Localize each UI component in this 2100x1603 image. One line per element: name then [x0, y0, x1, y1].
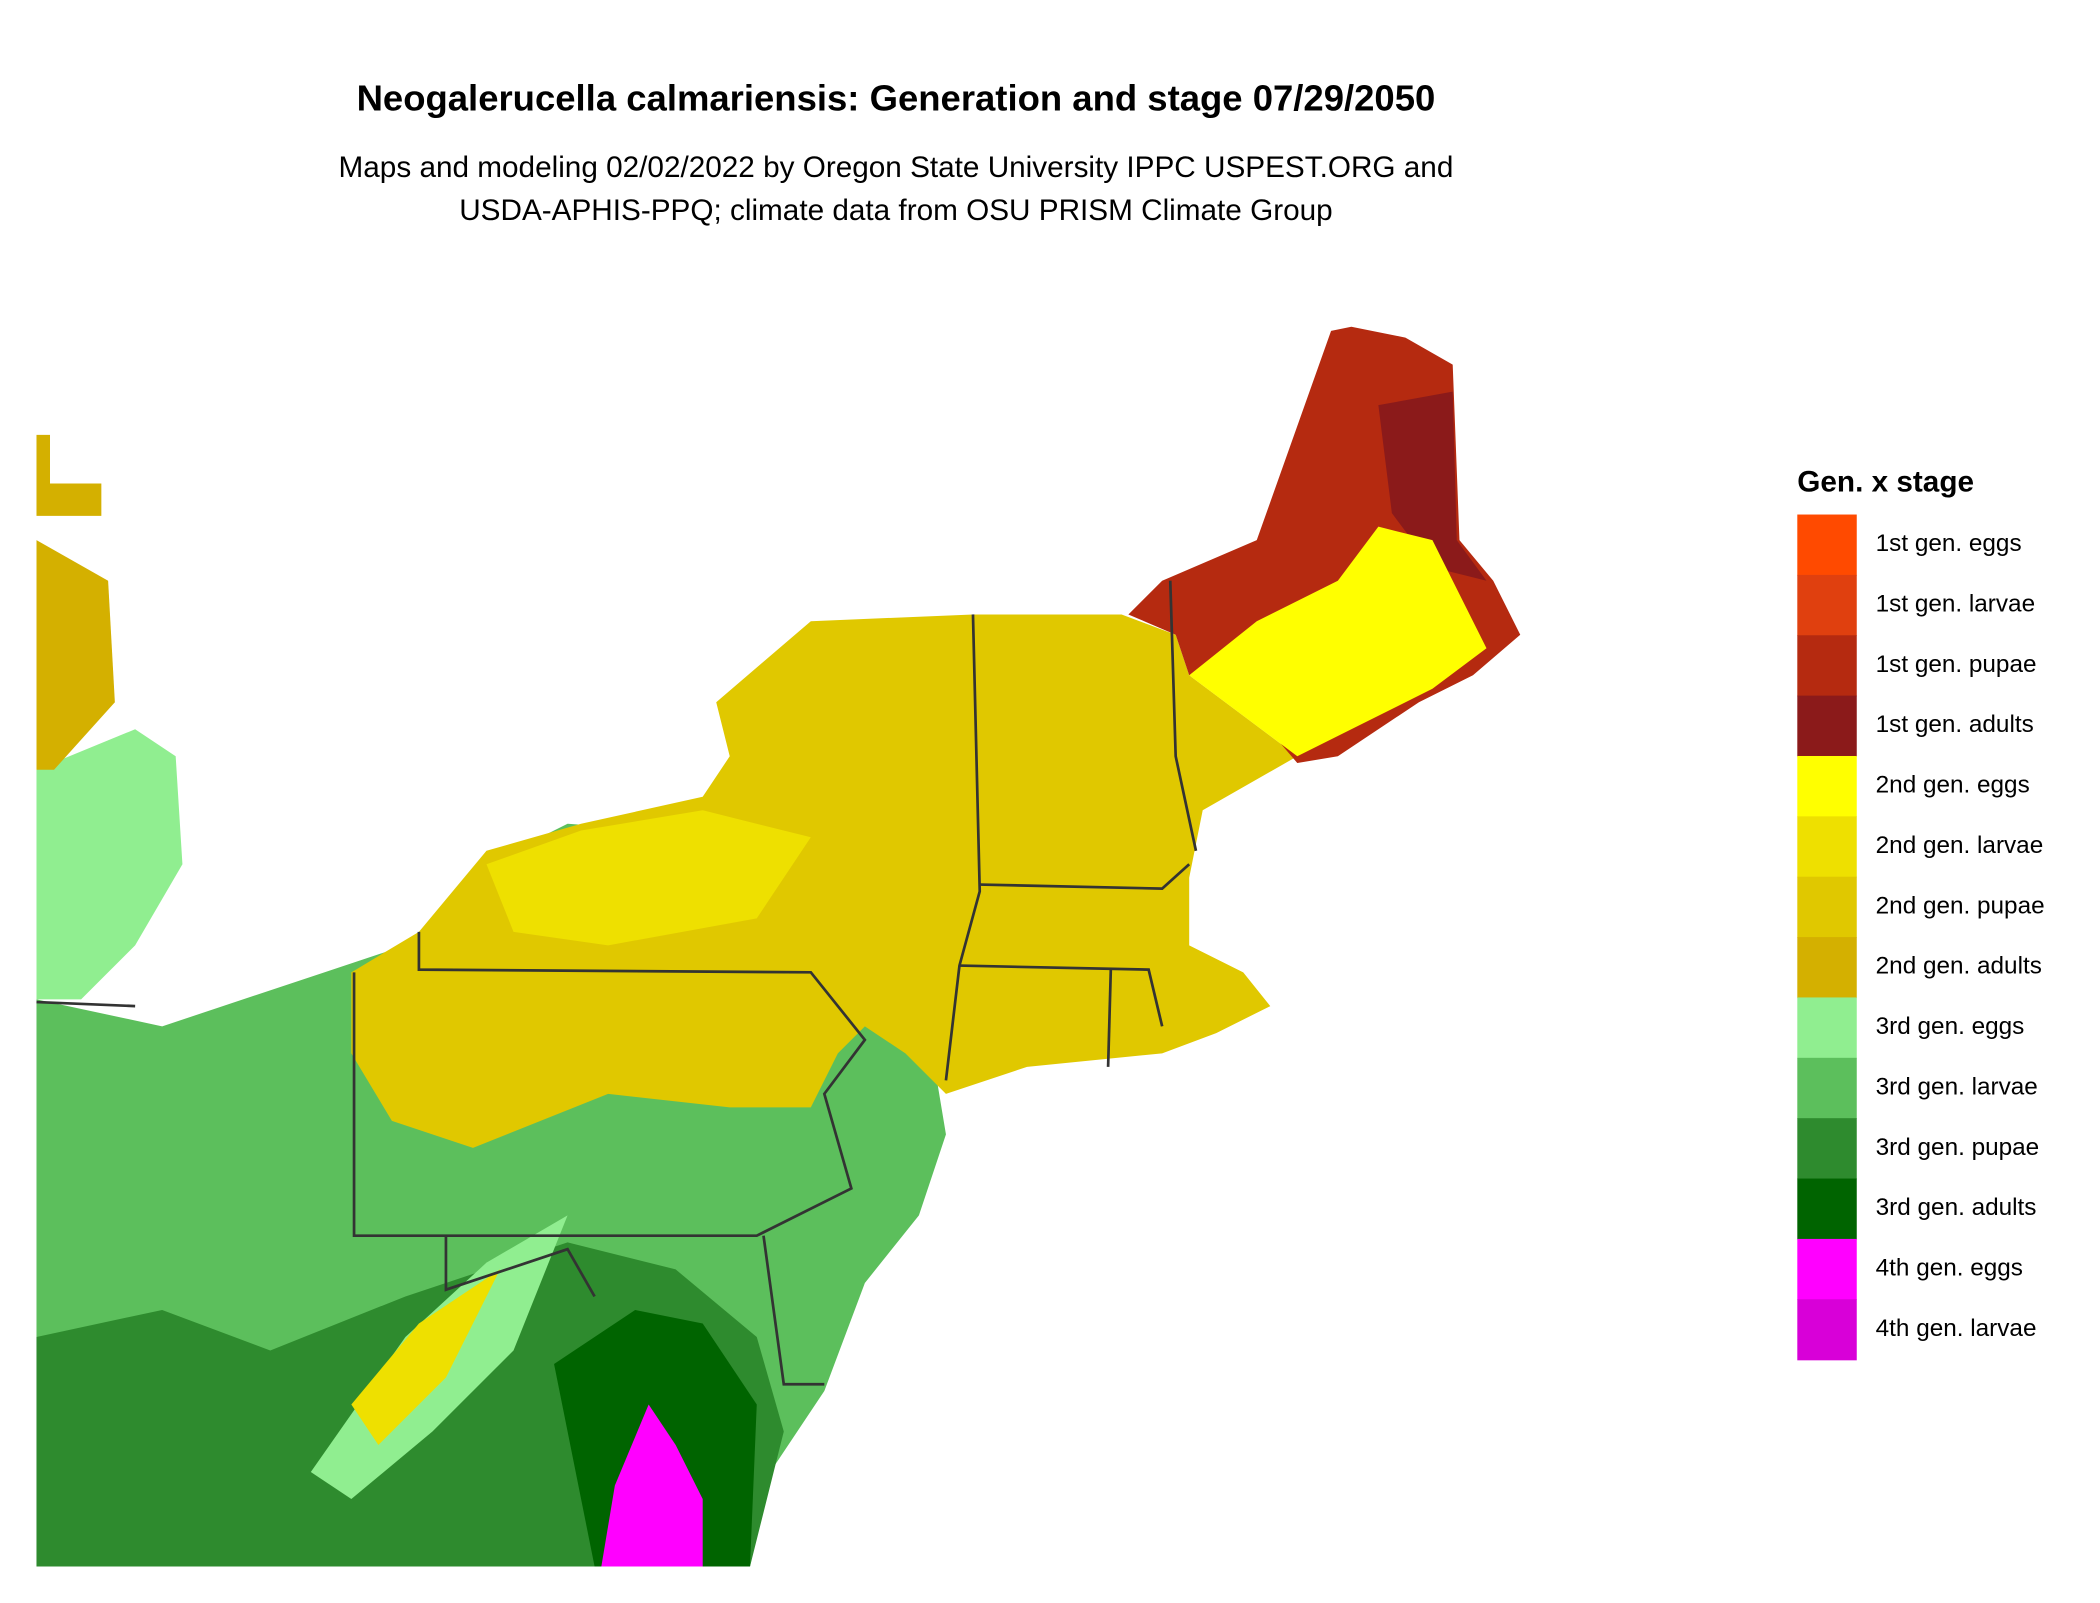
subtitle: USDA-APHIS-PPQ; climate data from OSU PR…	[459, 194, 1332, 227]
legend: 1st gen. eggs 1st gen. larvae 1st gen. pup…	[1797, 514, 2045, 1361]
legend-swatch	[1797, 1118, 1857, 1180]
legend-label: 2nd gen. pupae	[1876, 892, 2045, 919]
legend-label: 4th gen. eggs	[1876, 1255, 2023, 1282]
legend-label: 3rd gen. pupae	[1876, 1134, 2040, 1161]
legend-swatch	[1797, 695, 1857, 757]
state-border	[1106, 969, 1113, 1067]
legend-label: 1st gen. pupae	[1876, 651, 2037, 678]
legend-label: 2nd gen. eggs	[1876, 772, 2030, 799]
map	[36, 326, 1521, 1567]
legend-swatch	[1797, 574, 1857, 636]
region	[486, 810, 811, 946]
region	[36, 434, 102, 516]
legend-swatch	[1797, 816, 1857, 878]
legend-swatch	[1797, 876, 1857, 938]
region	[351, 1269, 500, 1445]
state-border	[944, 614, 982, 1081]
legend-swatch	[1797, 937, 1857, 999]
state-border	[762, 1235, 825, 1386]
state-border	[959, 964, 1164, 1027]
legend-label: 2nd gen. adults	[1876, 953, 2042, 980]
legend-swatch	[1797, 514, 1857, 576]
legend-label: 2nd gen. larvae	[1876, 832, 2044, 859]
region	[36, 540, 115, 770]
legend-label: 3rd gen. adults	[1876, 1194, 2037, 1221]
subtitle: Maps and modeling 02/02/2022 by Oregon S…	[339, 151, 1454, 184]
legend-label: 4th gen. larvae	[1876, 1315, 2037, 1342]
legend-swatch	[1797, 1238, 1857, 1300]
legend-swatch	[1797, 997, 1857, 1059]
legend-label: 3rd gen. eggs	[1876, 1013, 2025, 1040]
region	[1189, 526, 1487, 757]
title: Neogalerucella calmariensis: Generation …	[357, 78, 1436, 119]
region	[601, 1404, 703, 1567]
state-border	[36, 1000, 136, 1008]
legend-swatch	[1797, 1057, 1857, 1119]
state-border	[979, 863, 1191, 890]
region	[351, 614, 1298, 1148]
state-border	[1168, 580, 1198, 852]
region	[36, 729, 183, 1000]
state-border	[444, 1235, 596, 1298]
legend-title: Gen. x stage	[1797, 466, 1974, 499]
legend-swatch	[1797, 635, 1857, 697]
legend-swatch	[1797, 755, 1857, 818]
legend-swatch	[1797, 1178, 1857, 1240]
region	[1378, 391, 1487, 581]
legend-label: 1st gen. adults	[1876, 711, 2034, 738]
legend-label: 1st gen. eggs	[1876, 530, 2022, 557]
legend-label: 1st gen. larvae	[1876, 591, 2035, 618]
legend-label: 3rd gen. larvae	[1876, 1073, 2038, 1100]
state-border	[352, 931, 867, 1238]
legend-swatch	[1797, 1299, 1857, 1361]
